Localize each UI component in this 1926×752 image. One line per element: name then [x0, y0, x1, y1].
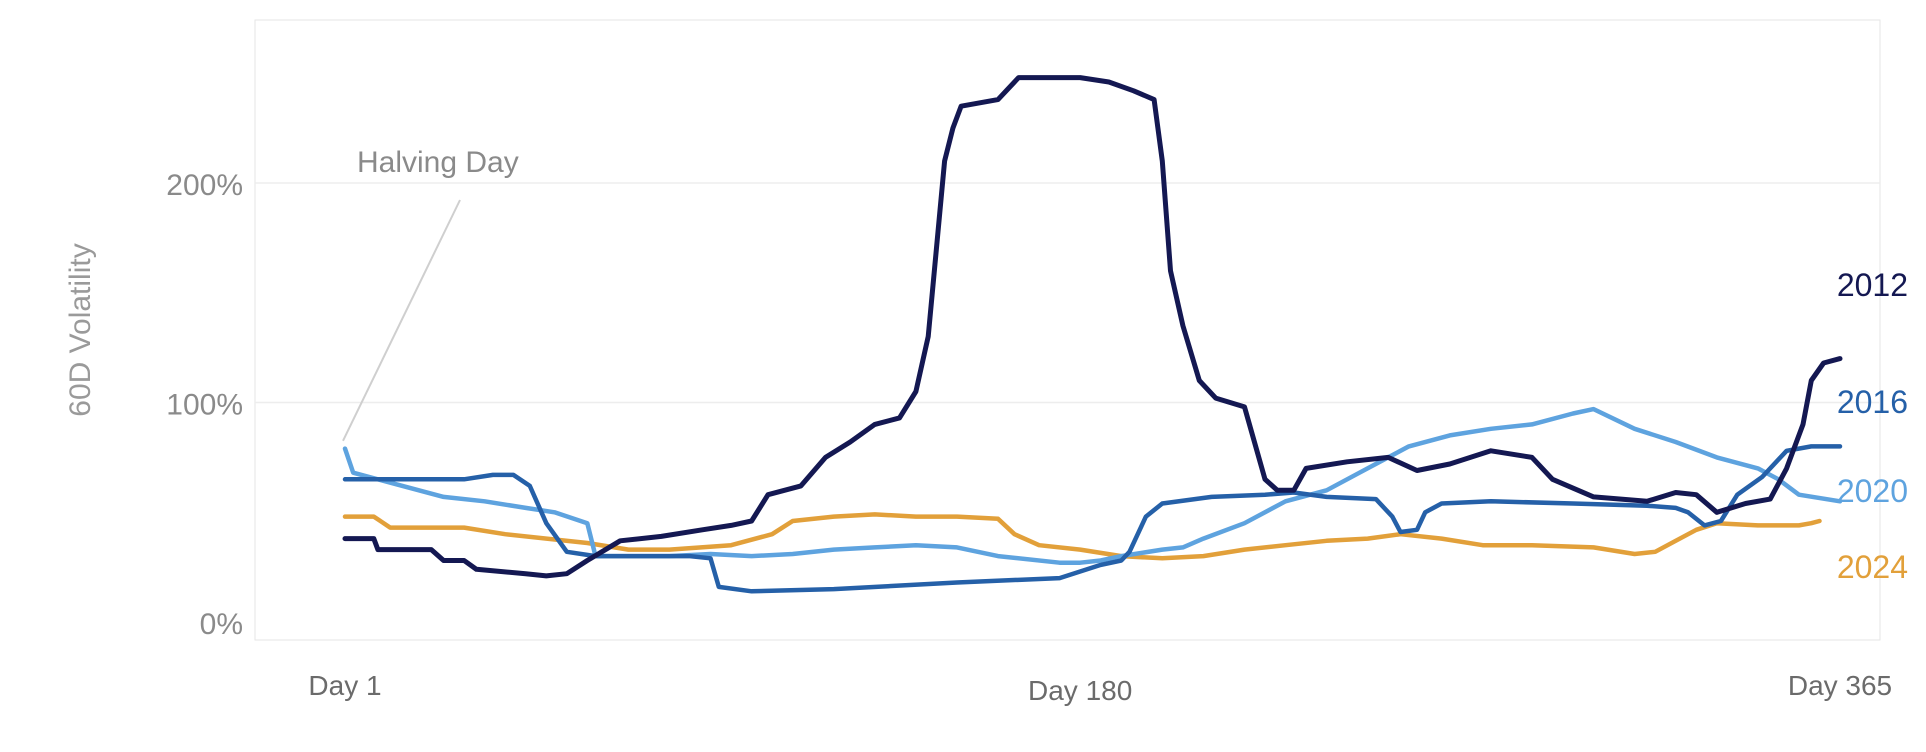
x-tick-label: Day 365 — [1788, 670, 1892, 701]
series-line-2012 — [342, 75, 1843, 579]
series-label-2016: 2016 — [1837, 384, 1908, 420]
plot-frame — [254, 19, 1881, 641]
y-tick-label: 0% — [200, 608, 243, 641]
series-line-2020 — [342, 406, 1843, 565]
annotation-halving-day: Halving Day — [357, 146, 519, 179]
y-tick-label: 100% — [166, 389, 243, 422]
y-tick-label: 200% — [166, 169, 243, 202]
series-label-2012: 2012 — [1837, 267, 1908, 303]
series-line-2024 — [342, 512, 1822, 561]
x-tick-label: Day 1 — [308, 670, 381, 701]
x-tick-label: Day 180 — [1028, 675, 1132, 706]
annotation-leader-line — [342, 199, 461, 442]
series-label-2020: 2020 — [1837, 473, 1908, 509]
y-axis-label: 60D Volatility — [64, 243, 97, 416]
series-label-2024: 2024 — [1837, 549, 1908, 585]
